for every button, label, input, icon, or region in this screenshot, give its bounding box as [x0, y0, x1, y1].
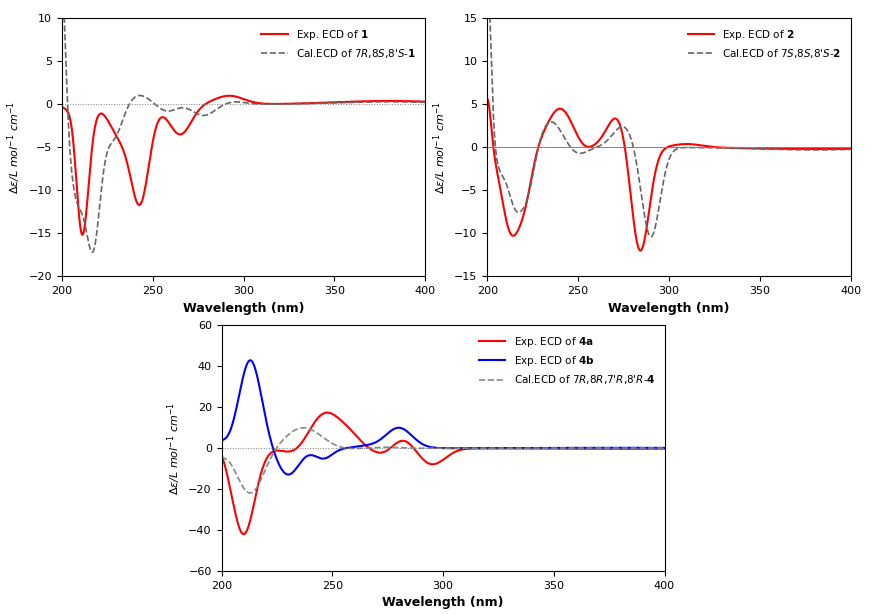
- X-axis label: Wavelength (nm): Wavelength (nm): [608, 301, 730, 314]
- Y-axis label: $\Delta\varepsilon$/L mol$^{-1}$ cm$^{-1}$: $\Delta\varepsilon$/L mol$^{-1}$ cm$^{-1…: [5, 101, 23, 194]
- Cal.ECD of 7$R$,8$S$,8$\'$S$-$\mathbf{1}$: [224, 99, 235, 106]
- Cal.ECD of 7$R$,8$S$,8$\'$S$-$\mathbf{1}$: [409, 98, 420, 106]
- Legend: Exp. ECD of $\mathbf{1}$, Cal.ECD of 7$R$,8$S$,8'$S$-$\mathbf{1}$: Exp. ECD of $\mathbf{1}$, Cal.ECD of 7$R…: [257, 23, 420, 64]
- Exp. ECD of $\mathbf{1}$: [409, 98, 420, 105]
- X-axis label: Wavelength (nm): Wavelength (nm): [183, 301, 305, 314]
- Exp. ECD of $\mathbf{1}$: [234, 94, 245, 101]
- Exp. ECD of $\mathbf{1}$: [224, 92, 235, 99]
- Cal.ECD of 7$R$,8$S$,8$\'$S$-$\mathbf{1}$: [343, 99, 354, 106]
- Cal.ECD of 7$R$,8$S$,8$\'$S$-$\mathbf{1}$: [234, 98, 245, 106]
- Exp. ECD of $\mathbf{1}$: [224, 92, 235, 99]
- Exp. ECD of $\mathbf{1}$: [410, 98, 421, 105]
- Exp. ECD of $\mathbf{1}$: [420, 98, 431, 106]
- Legend: Exp. ECD of $\mathbf{4a}$, Exp. ECD of $\mathbf{4b}$, Cal.ECD of 7$R$,8$R$,7'$R$: Exp. ECD of $\mathbf{4a}$, Exp. ECD of $…: [475, 330, 659, 391]
- Line: Cal.ECD of 7$R$,8$S$,8$\'$S$-$\mathbf{1}$: Cal.ECD of 7$R$,8$S$,8$\'$S$-$\mathbf{1}…: [62, 0, 425, 252]
- X-axis label: Wavelength (nm): Wavelength (nm): [382, 596, 504, 609]
- Cal.ECD of 7$R$,8$S$,8$\'$S$-$\mathbf{1}$: [420, 99, 431, 106]
- Exp. ECD of $\mathbf{1}$: [343, 98, 354, 106]
- Exp. ECD of $\mathbf{1}$: [77, 231, 88, 238]
- Legend: Exp. ECD of $\mathbf{2}$, Cal.ECD of 7$S$,8$S$,8'$S$-$\mathbf{2}$: Exp. ECD of $\mathbf{2}$, Cal.ECD of 7$S…: [683, 23, 845, 64]
- Line: Exp. ECD of $\mathbf{1}$: Exp. ECD of $\mathbf{1}$: [62, 96, 425, 235]
- Cal.ECD of 7$R$,8$S$,8$\'$S$-$\mathbf{1}$: [87, 249, 97, 256]
- Cal.ECD of 7$R$,8$S$,8$\'$S$-$\mathbf{1}$: [409, 98, 420, 106]
- Cal.ECD of 7$R$,8$S$,8$\'$S$-$\mathbf{1}$: [75, 207, 86, 214]
- Y-axis label: $\Delta\varepsilon$/L mol$^{-1}$ cm$^{-1}$: $\Delta\varepsilon$/L mol$^{-1}$ cm$^{-1…: [431, 101, 448, 194]
- Y-axis label: $\Delta\varepsilon$/L mol$^{-1}$ cm$^{-1}$: $\Delta\varepsilon$/L mol$^{-1}$ cm$^{-1…: [165, 402, 183, 495]
- Exp. ECD of $\mathbf{1}$: [57, 103, 67, 111]
- Exp. ECD of $\mathbf{1}$: [75, 225, 86, 232]
